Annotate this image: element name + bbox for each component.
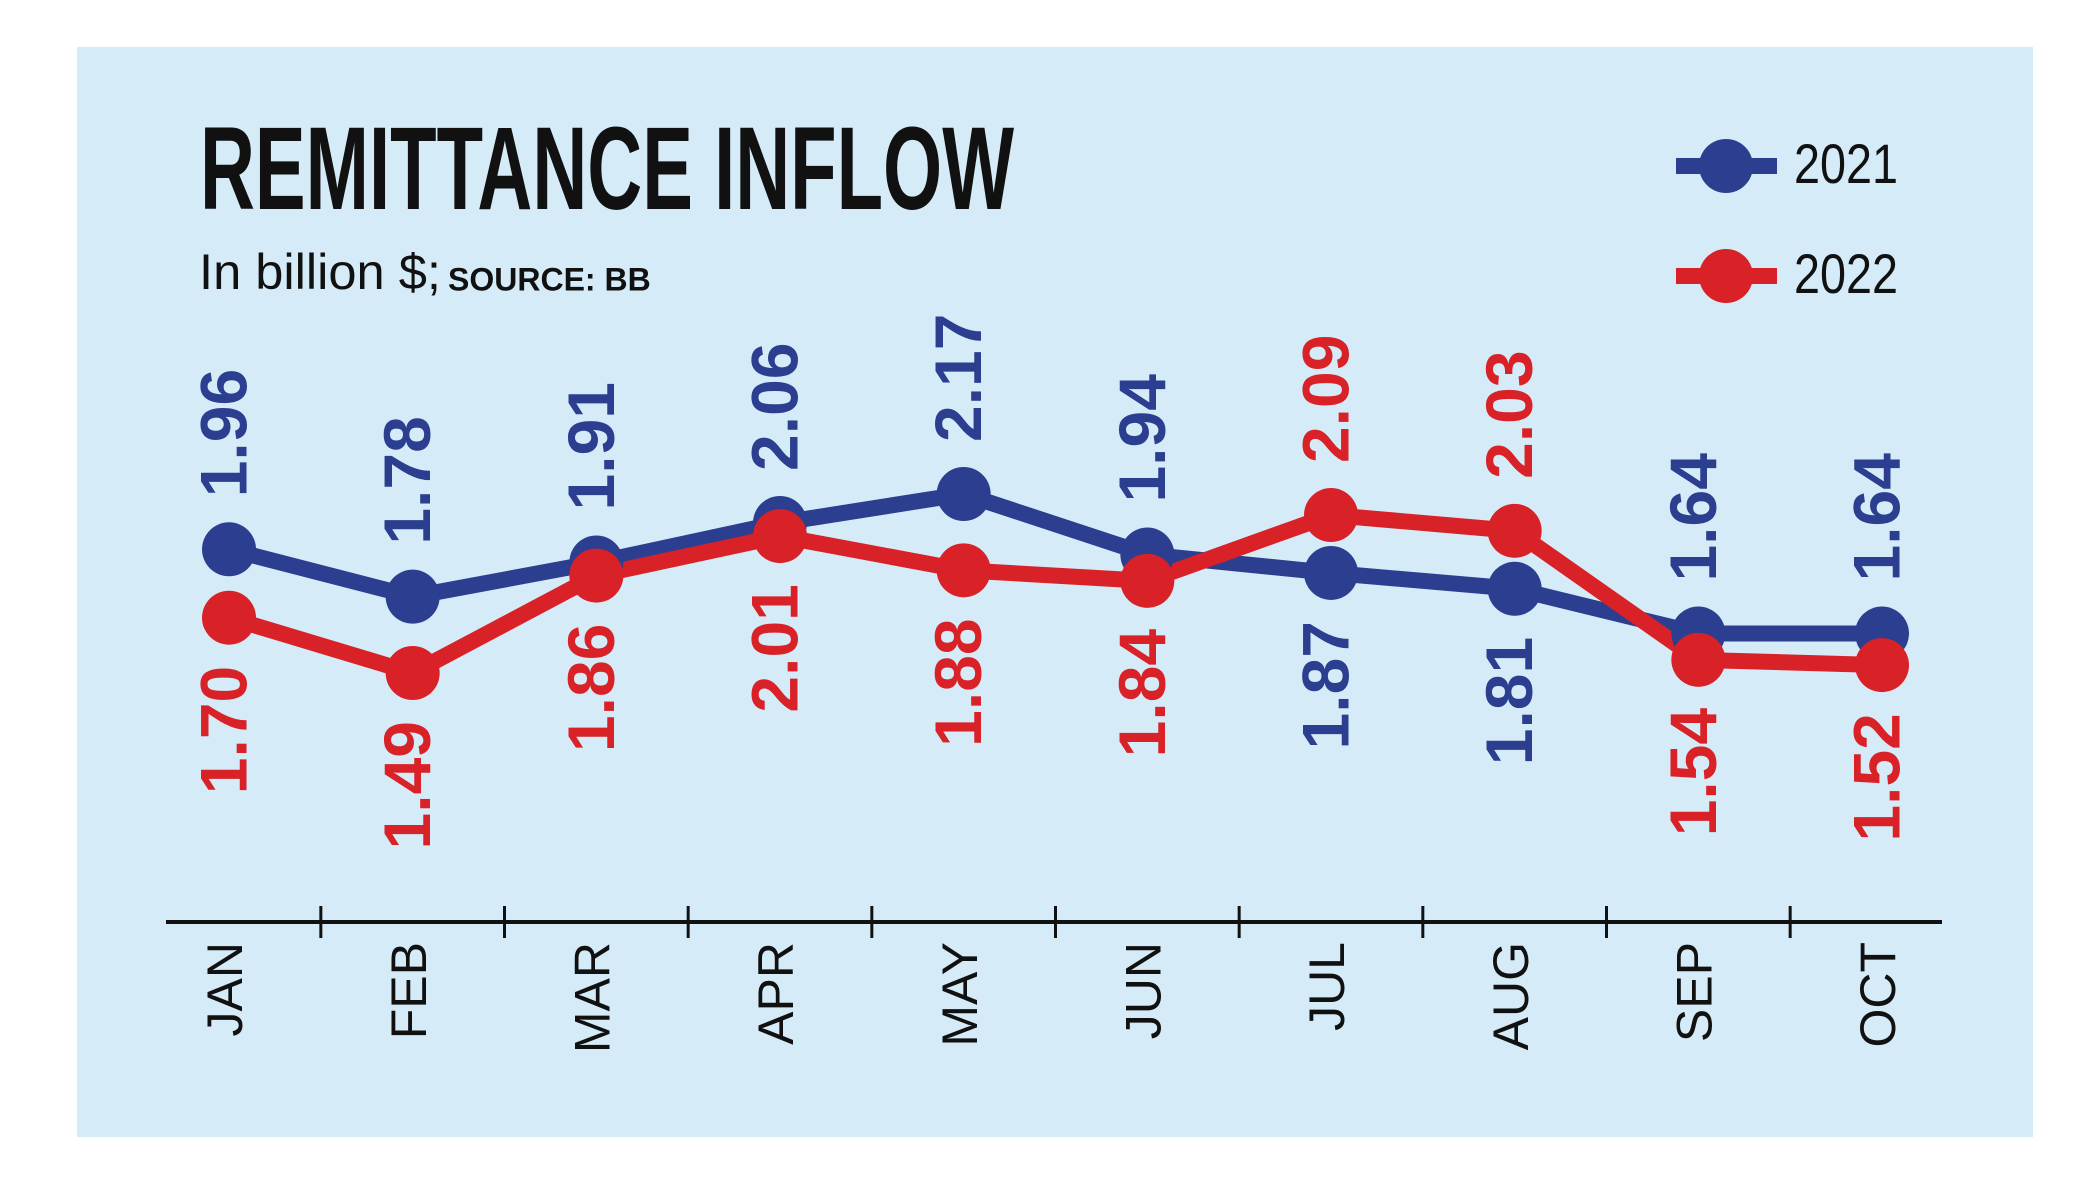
source: SOURCE: BB <box>448 261 651 297</box>
point <box>1304 545 1358 600</box>
value-label: 1.86 <box>554 624 628 752</box>
value-label: 1.91 <box>554 382 628 510</box>
x-tick-label: MAR <box>565 942 621 1053</box>
point <box>202 522 256 577</box>
x-tick-label: OCT <box>1850 942 1906 1048</box>
legend-label: 2021 <box>1794 132 1898 195</box>
value-label: 2.01 <box>737 584 811 712</box>
point <box>753 509 807 564</box>
x-tick-label: JUL <box>1299 942 1355 1031</box>
value-label: 1.64 <box>1656 453 1730 582</box>
chart-title: REMITTANCE INFLOW <box>200 103 1014 235</box>
point <box>1487 503 1542 558</box>
value-label: 2.09 <box>1288 335 1362 463</box>
value-label: 2.06 <box>737 342 811 470</box>
point <box>1487 561 1542 616</box>
point <box>1304 488 1358 543</box>
x-tick-label: JUN <box>1116 942 1172 1039</box>
x-tick-label: AUG <box>1483 942 1539 1050</box>
x-tick-label: JAN <box>197 942 253 1036</box>
value-label: 1.94 <box>1105 374 1179 503</box>
x-tick-label: FEB <box>381 942 437 1039</box>
value-label: 1.78 <box>370 416 444 544</box>
point <box>936 543 991 598</box>
value-label: 1.52 <box>1839 713 1913 841</box>
value-label: 1.96 <box>186 369 260 497</box>
x-tick-label: MAY <box>932 942 988 1047</box>
point <box>385 646 440 700</box>
legend-marker <box>1699 249 1753 303</box>
value-label: 2.17 <box>921 314 995 442</box>
subtitle: In billion $; <box>199 244 441 300</box>
value-label: 2.03 <box>1472 350 1546 478</box>
value-label: 1.54 <box>1656 708 1730 837</box>
value-label: 1.49 <box>370 721 444 849</box>
point <box>1855 638 1909 693</box>
point <box>936 467 991 521</box>
x-tick-label: APR <box>748 942 804 1045</box>
value-label: 1.81 <box>1472 637 1546 765</box>
x-tick-label: SEP <box>1667 942 1723 1042</box>
series-line <box>227 486 1882 642</box>
legend-label: 2022 <box>1794 242 1898 305</box>
point <box>1120 553 1175 608</box>
point <box>569 548 624 603</box>
value-label: 1.84 <box>1105 629 1179 758</box>
value-label: 1.64 <box>1839 453 1913 582</box>
value-label: 1.87 <box>1288 621 1362 749</box>
legend-marker <box>1699 139 1753 193</box>
value-label: 1.88 <box>921 618 995 746</box>
value-label: 1.70 <box>186 666 260 794</box>
series-line <box>226 507 1883 681</box>
point <box>1671 632 1726 687</box>
point <box>202 590 256 645</box>
point <box>385 569 440 624</box>
